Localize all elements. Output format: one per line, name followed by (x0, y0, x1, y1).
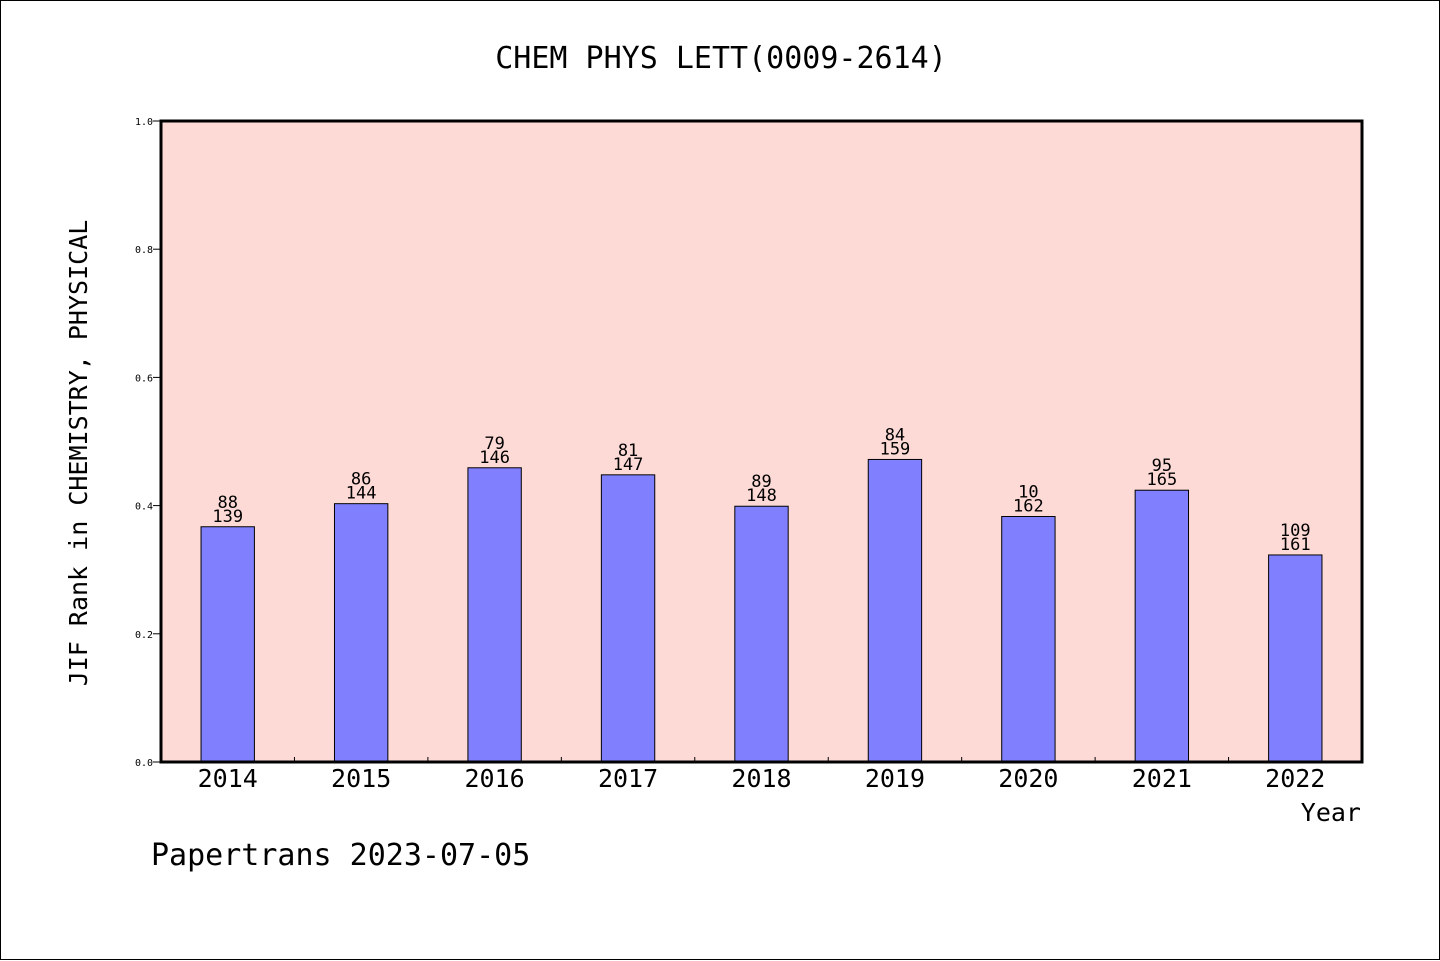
bar-2020 (1001, 515, 1056, 763)
bar-label-rank: 81 (618, 441, 638, 461)
bar-label-total: 148 (746, 486, 777, 506)
bar-label-rank: 10 (1018, 482, 1038, 502)
x-tick-label: 2019 (865, 764, 925, 793)
bar-label-rank: 89 (751, 472, 771, 492)
bar-label-rank: 79 (484, 434, 504, 454)
bar-label-rank: 109 (1280, 521, 1311, 541)
bar-2019 (867, 458, 923, 763)
x-tick-label: 2021 (1132, 764, 1192, 793)
bar-2014 (200, 526, 255, 763)
bar-2022 (1268, 554, 1323, 763)
bar-label-rank: 84 (885, 425, 905, 445)
x-tick-label: 2022 (1265, 764, 1325, 793)
bar-label-total: 139 (212, 507, 243, 527)
bars (200, 458, 1323, 763)
bar-2015 (333, 503, 389, 763)
y-tick-label: 0.0 (135, 758, 153, 769)
bar-label-total: 144 (346, 484, 377, 504)
x-tick-label: 2014 (198, 764, 258, 793)
bar-2016 (467, 467, 522, 763)
bar-2021 (1134, 489, 1190, 763)
x-tick-label: 2018 (731, 764, 791, 793)
bar-2018 (734, 505, 789, 763)
bar-2017 (600, 474, 656, 763)
y-tick-label: 0.2 (135, 630, 153, 641)
y-tick-label: 1.0 (135, 117, 153, 128)
bar-label-total: 147 (613, 455, 644, 475)
x-tick-label: 2015 (331, 764, 391, 793)
x-tick-label: 2017 (598, 764, 658, 793)
x-axis-ticks: 2014 2015 2016 2017 2018 2019 2020 2021 2022 (159, 119, 1364, 793)
bar-label-total: 146 (479, 448, 510, 468)
y-tick-label: 0.8 (135, 245, 153, 256)
bar-label-rank: 88 (217, 493, 237, 513)
x-axis-label: Year (1301, 798, 1361, 827)
bar-label-total: 159 (880, 439, 911, 459)
bar-label-rank: 86 (351, 470, 371, 490)
y-axis-label: JIF Rank in CHEMISTRY, PHYSICAL (64, 220, 93, 687)
bar-label-total: 162 (1013, 496, 1044, 516)
y-axis-ticks: 0.0 0.2 0.4 0.6 0.8 1.0 (135, 117, 161, 769)
bar-label-total: 161 (1280, 535, 1311, 555)
chart-title: CHEM PHYS LETT(0009-2614) (495, 41, 947, 76)
bar-label-total: 165 (1146, 470, 1177, 490)
x-tick-label: 2020 (998, 764, 1058, 793)
y-tick-label: 0.4 (135, 502, 153, 513)
footer-credit: Papertrans 2023-07-05 (151, 838, 530, 873)
bar-label-rank: 95 (1152, 456, 1172, 476)
y-tick-label: 0.6 (135, 373, 153, 384)
x-tick-label: 2016 (465, 764, 525, 793)
plot-border (159, 119, 1364, 764)
